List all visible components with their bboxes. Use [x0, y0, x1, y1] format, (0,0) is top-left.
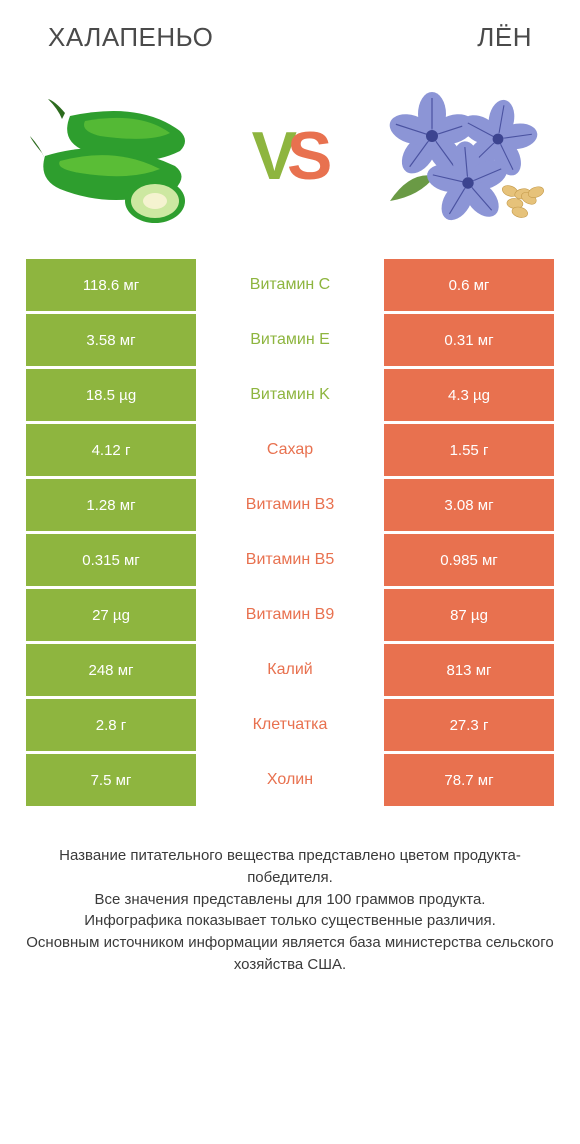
- infographic-root: ХАЛАПЕНЬО ЛЁН V S: [0, 0, 580, 1144]
- left-value: 7.5 мг: [26, 754, 196, 806]
- nutrient-label: Витамин E: [196, 314, 384, 366]
- jalapeno-icon: [30, 81, 200, 231]
- right-value: 0.985 мг: [384, 534, 554, 586]
- right-value: 3.08 мг: [384, 479, 554, 531]
- table-row: 3.58 мгВитамин E0.31 мг: [26, 314, 554, 366]
- nutrient-label: Витамин B9: [196, 589, 384, 641]
- nutrient-label: Витамин C: [196, 259, 384, 311]
- table-row: 4.12 гСахар1.55 г: [26, 424, 554, 476]
- left-value: 0.315 мг: [26, 534, 196, 586]
- footnote-line: Все значения представлены для 100 граммо…: [24, 889, 556, 911]
- table-row: 27 µgВитамин B987 µg: [26, 589, 554, 641]
- table-row: 248 мгКалий813 мг: [26, 644, 554, 696]
- footnote-line: Основным источником информации является …: [24, 932, 556, 976]
- left-value: 248 мг: [26, 644, 196, 696]
- table-row: 0.315 мгВитамин B50.985 мг: [26, 534, 554, 586]
- right-value: 1.55 г: [384, 424, 554, 476]
- hero-row: V S: [0, 63, 580, 259]
- table-row: 7.5 мгХолин78.7 мг: [26, 754, 554, 806]
- left-value: 3.58 мг: [26, 314, 196, 366]
- nutrient-label: Клетчатка: [196, 699, 384, 751]
- left-title: ХАЛАПЕНЬО: [48, 22, 213, 53]
- title-row: ХАЛАПЕНЬО ЛЁН: [0, 0, 580, 63]
- table-row: 2.8 гКлетчатка27.3 г: [26, 699, 554, 751]
- left-value: 2.8 г: [26, 699, 196, 751]
- right-value: 0.31 мг: [384, 314, 554, 366]
- left-value: 1.28 мг: [26, 479, 196, 531]
- left-value: 18.5 µg: [26, 369, 196, 421]
- right-value: 87 µg: [384, 589, 554, 641]
- right-title: ЛЁН: [477, 22, 532, 53]
- nutrient-label: Витамин B3: [196, 479, 384, 531]
- left-value: 4.12 г: [26, 424, 196, 476]
- table-row: 18.5 µgВитамин K4.3 µg: [26, 369, 554, 421]
- vs-label: V S: [252, 117, 329, 195]
- nutrient-label: Холин: [196, 754, 384, 806]
- nutrient-label: Сахар: [196, 424, 384, 476]
- left-value: 27 µg: [26, 589, 196, 641]
- footnote-line: Название питательного вещества представл…: [24, 845, 556, 889]
- right-value: 0.6 мг: [384, 259, 554, 311]
- left-value: 118.6 мг: [26, 259, 196, 311]
- vs-s: S: [287, 117, 328, 195]
- footnote-line: Инфографика показывает только существенн…: [24, 910, 556, 932]
- nutrient-label: Калий: [196, 644, 384, 696]
- nutrient-label: Витамин B5: [196, 534, 384, 586]
- flax-icon: [380, 81, 550, 231]
- right-value: 813 мг: [384, 644, 554, 696]
- nutrient-label: Витамин K: [196, 369, 384, 421]
- right-value: 78.7 мг: [384, 754, 554, 806]
- right-value: 27.3 г: [384, 699, 554, 751]
- table-row: 118.6 мгВитамин C0.6 мг: [26, 259, 554, 311]
- right-value: 4.3 µg: [384, 369, 554, 421]
- table-row: 1.28 мгВитамин B33.08 мг: [26, 479, 554, 531]
- footnote: Название питательного вещества представл…: [0, 809, 580, 976]
- comparison-table: 118.6 мгВитамин C0.6 мг3.58 мгВитамин E0…: [0, 259, 580, 809]
